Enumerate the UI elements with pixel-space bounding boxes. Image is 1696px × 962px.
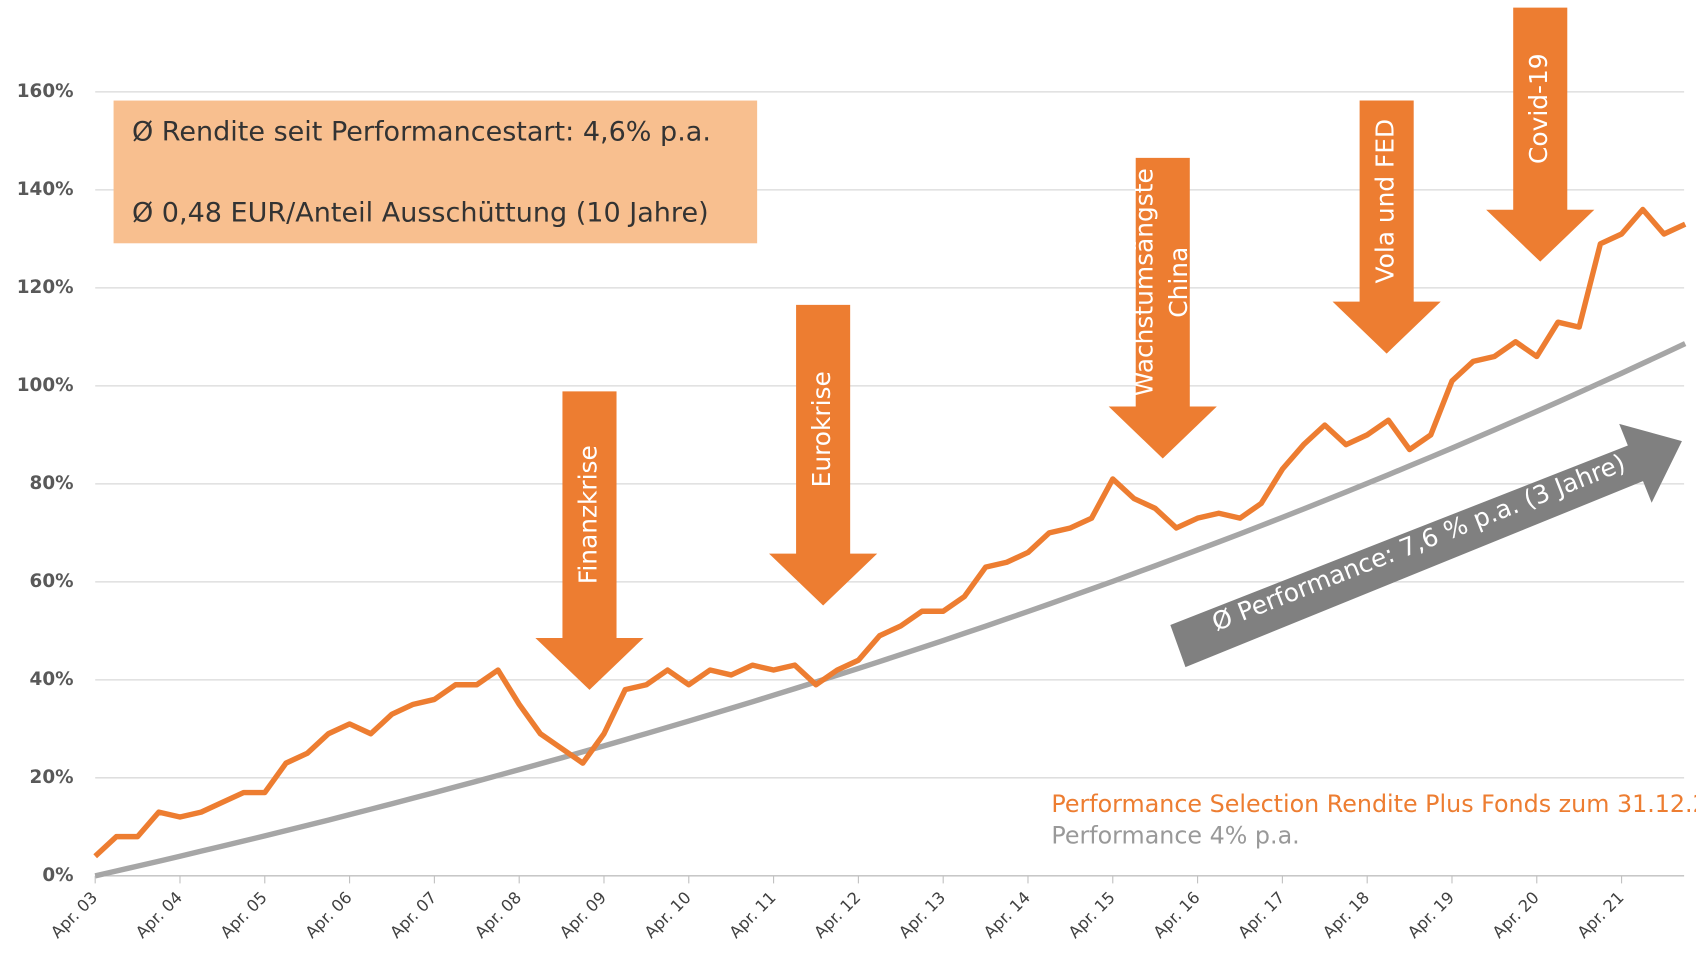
trend-arrow bbox=[1170, 423, 1682, 668]
x-tick-label: Apr. 16 bbox=[1149, 888, 1203, 942]
x-tick-label: Apr. 07 bbox=[386, 888, 440, 942]
y-tick-label: 0% bbox=[42, 865, 73, 886]
y-tick-label: 140% bbox=[17, 179, 74, 200]
series-line bbox=[93, 206, 1687, 859]
y-tick-label: 160% bbox=[17, 81, 74, 102]
info-box bbox=[113, 100, 758, 244]
x-tick-label: Apr. 15 bbox=[1065, 888, 1119, 942]
grid bbox=[95, 91, 1685, 877]
x-tick-label: Apr. 05 bbox=[217, 888, 271, 942]
event-arrow bbox=[1486, 7, 1595, 262]
x-tick-label: Apr. 21 bbox=[1573, 888, 1627, 942]
event-arrow bbox=[1108, 157, 1217, 459]
y-tick-label: 40% bbox=[30, 669, 74, 690]
legend-entry: Performance 4% p.a. bbox=[1051, 821, 1299, 849]
y-tick-label: 80% bbox=[30, 473, 74, 494]
x-tick-label: Apr. 11 bbox=[725, 888, 779, 942]
trend-label: Ø Performance: 7,6 % p.a. (3 Jahre) bbox=[1208, 448, 1629, 637]
x-tick-label: Apr. 13 bbox=[895, 888, 949, 942]
event-label: Wachstumsängste bbox=[1129, 168, 1158, 396]
x-tick-label: Apr. 19 bbox=[1404, 888, 1458, 942]
event-label: Finanzkrise bbox=[573, 445, 602, 584]
x-tick-label: Apr. 03 bbox=[47, 888, 101, 942]
x-tick-label: Apr. 09 bbox=[556, 888, 610, 942]
event-label: Covid-19 bbox=[1524, 53, 1553, 164]
x-tick-label: Apr. 14 bbox=[980, 888, 1034, 942]
x-tick-label: Apr. 12 bbox=[810, 888, 864, 942]
y-tick-label: 20% bbox=[30, 767, 74, 788]
event-arrow bbox=[1332, 100, 1441, 354]
y-tick-label: 60% bbox=[30, 571, 74, 592]
x-tick-label: Apr. 20 bbox=[1489, 888, 1543, 942]
legend-entry: Performance Selection Rendite Plus Fonds… bbox=[1051, 790, 1696, 818]
event-arrow bbox=[535, 391, 644, 690]
y-tick-label: 120% bbox=[17, 277, 74, 298]
x-tick-label: Apr. 18 bbox=[1319, 888, 1373, 942]
series-line bbox=[94, 341, 1687, 879]
event-label: China bbox=[1164, 247, 1193, 318]
y-tick-label: 100% bbox=[17, 375, 74, 396]
x-tick-label: Apr. 04 bbox=[132, 888, 186, 942]
x-tick-label: Apr. 17 bbox=[1234, 888, 1288, 942]
x-tick-label: Apr. 08 bbox=[471, 888, 525, 942]
info-text: Ø 0,48 EUR/Anteil Ausschüttung (10 Jahre… bbox=[132, 198, 709, 229]
event-label: Eurokrise bbox=[807, 371, 836, 487]
x-tick-label: Apr. 10 bbox=[641, 888, 695, 942]
info-text: Ø Rendite seit Performancestart: 4,6% p.… bbox=[132, 116, 711, 147]
event-label: Vola und FED bbox=[1371, 119, 1400, 284]
x-tick-label: Apr. 06 bbox=[301, 888, 355, 942]
event-arrow bbox=[769, 304, 878, 606]
